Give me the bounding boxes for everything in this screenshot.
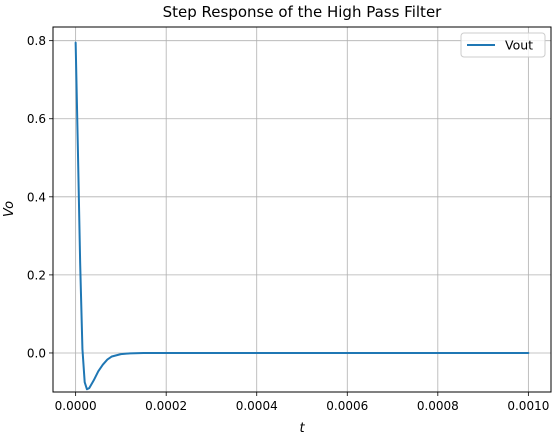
x-axis-label: t	[299, 421, 305, 436]
x-tick-label: 0.0006	[326, 399, 368, 413]
legend-label: Vout	[505, 38, 533, 53]
y-axis-label: Vo	[2, 201, 17, 217]
x-tick-label: 0.0002	[145, 399, 187, 413]
x-tick-label: 0.0000	[55, 399, 97, 413]
legend-box	[460, 32, 546, 58]
line-layer	[74, 41, 530, 391]
y-tick-label: 0.6	[27, 112, 46, 126]
chart-title: Step Response of the High Pass Filter	[163, 3, 443, 21]
x-tick-label: 0.0010	[507, 399, 549, 413]
series-line-vout	[74, 41, 530, 391]
legend: Vout	[460, 32, 546, 58]
y-tick-label: 0.2	[27, 268, 46, 282]
plot-frame	[52, 26, 552, 393]
y-tick-label: 0.0	[27, 346, 46, 360]
y-tick-label: 0.8	[27, 34, 46, 48]
x-tick-label: 0.0004	[236, 399, 278, 413]
x-tick-label: 0.0008	[417, 399, 459, 413]
tick-layer: 0.0000 0.0002 0.0004 0.0006 0.0008 0.0010 0.0 0…	[27, 34, 549, 413]
y-tick-label: 0.4	[27, 190, 46, 204]
